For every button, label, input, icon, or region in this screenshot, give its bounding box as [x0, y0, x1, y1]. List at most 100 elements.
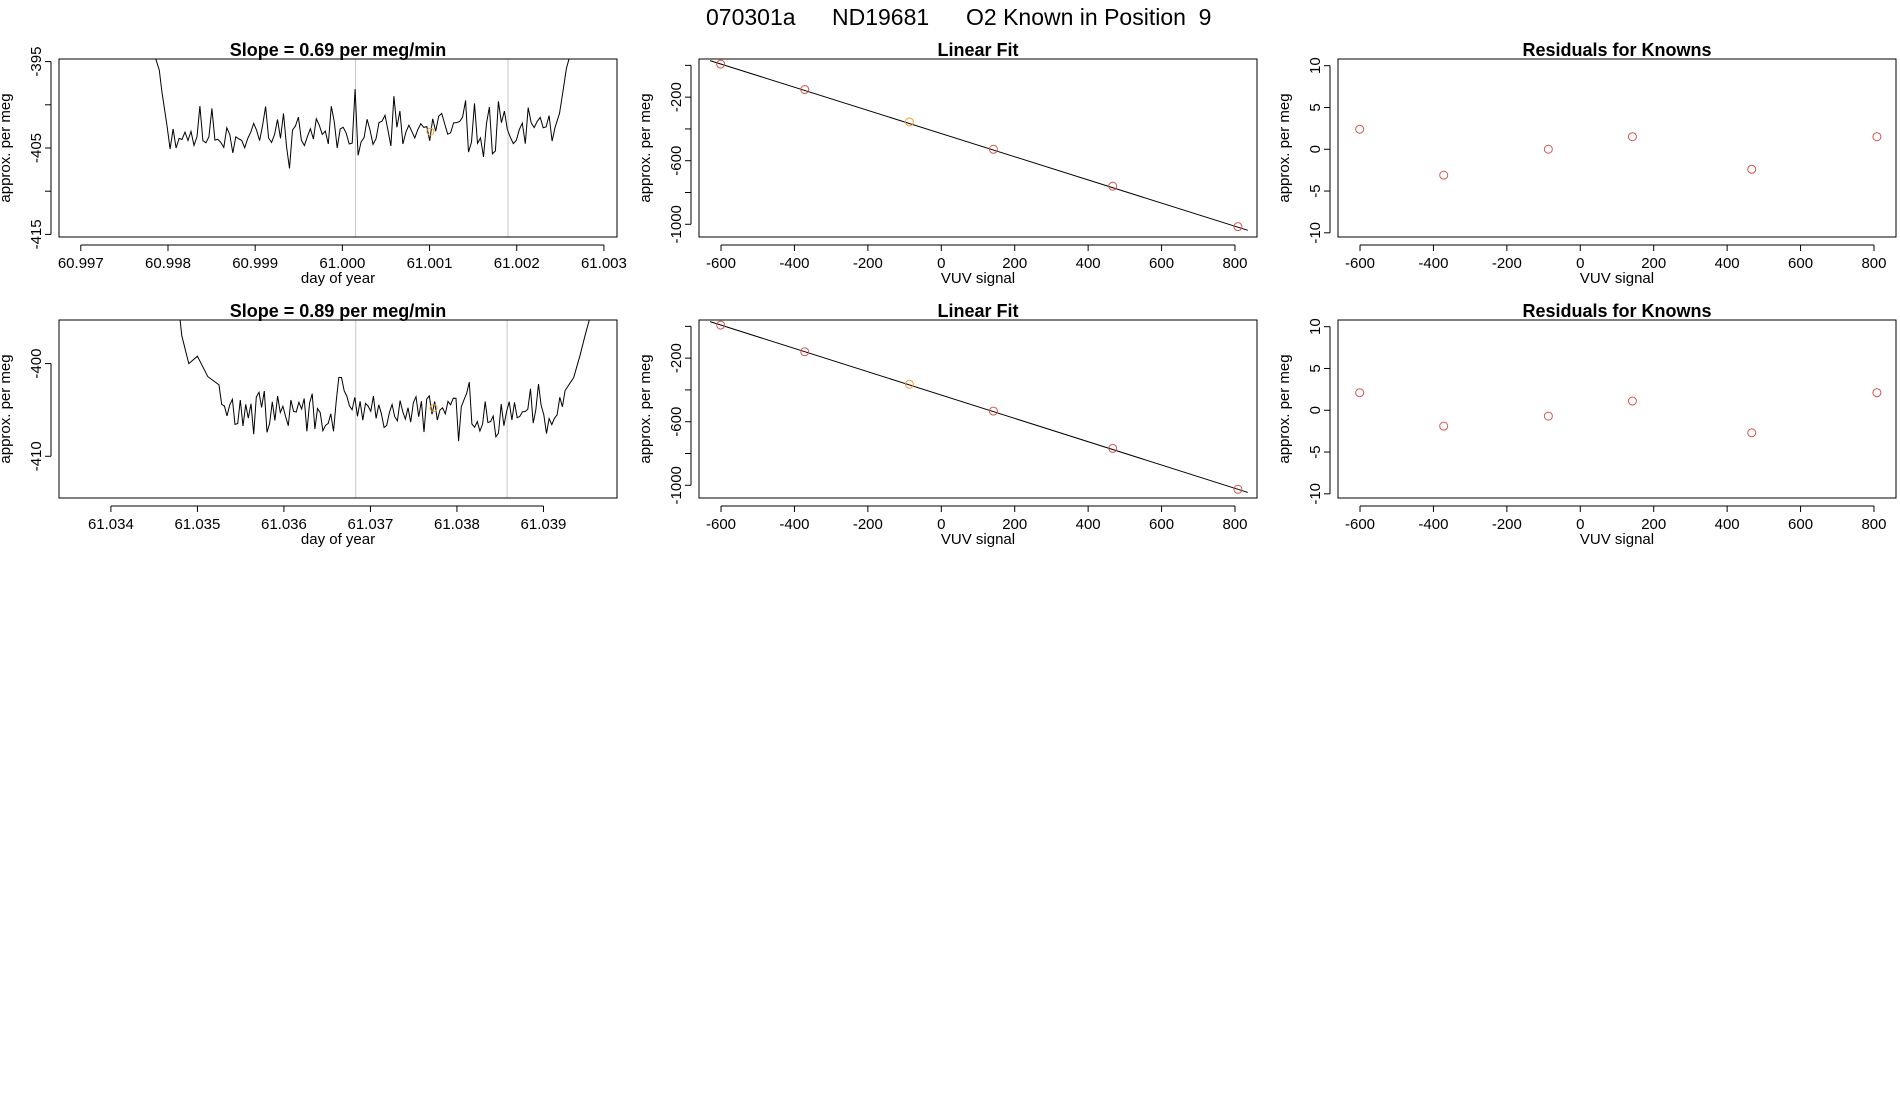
y-axis-label: approx. per meg — [0, 93, 14, 202]
x-axis-label: VUV signal — [941, 270, 1015, 287]
y-tick-label: 0 — [1307, 145, 1324, 153]
data-point — [1747, 428, 1757, 438]
plot-area — [709, 320, 1248, 494]
y-tick-label: 0 — [1307, 406, 1324, 414]
data-point — [800, 85, 810, 95]
suptitle-description: O2 Known in Position 9 — [966, 4, 1211, 30]
x-tick-label: 800 — [1861, 516, 1886, 533]
y-axis-label: approx. per meg — [1276, 354, 1293, 463]
trace-highlight-point — [429, 404, 438, 413]
data-point — [1355, 124, 1365, 134]
plot-area — [1355, 124, 1882, 180]
data-point — [1233, 222, 1243, 232]
data-point — [1627, 396, 1637, 406]
data-point-highlight — [904, 117, 914, 127]
data-point — [1439, 170, 1449, 180]
suptitle-run-id: 070301a — [706, 4, 796, 30]
x-tick-label: 400 — [1715, 516, 1740, 533]
panel-trace-1: Slope = 0.69 per meg/min 60.997 60.998 60.9… — [0, 40, 627, 287]
x-tick-label: 400 — [1076, 255, 1101, 272]
suptitle-tank-id: ND19681 — [832, 4, 929, 30]
x-tick-label: 61.035 — [174, 516, 220, 533]
data-point — [800, 347, 810, 357]
x-axis-label: day of year — [301, 270, 375, 287]
x-tick-label: 400 — [1076, 516, 1101, 533]
x-tick-label: 800 — [1861, 255, 1886, 272]
y-tick-label: 5 — [1307, 364, 1324, 372]
x-tick-label: -600 — [1345, 516, 1375, 533]
y-axis-label: approx. per meg — [637, 354, 654, 463]
y-tick-label: 10 — [1307, 57, 1324, 74]
y-tick-label: -10 — [1307, 483, 1324, 505]
y-tick-label: -600 — [668, 407, 685, 437]
data-point — [1439, 421, 1449, 431]
y-axis-label: approx. per meg — [637, 93, 654, 202]
panel-title: Residuals for Knowns — [1522, 40, 1711, 60]
x-tick-label: -600 — [706, 516, 736, 533]
x-tick-label: 61.038 — [434, 516, 480, 533]
data-point — [1233, 484, 1243, 494]
x-tick-label: -400 — [779, 516, 809, 533]
y-tick-label: -10 — [1307, 222, 1324, 244]
data-point — [1872, 132, 1882, 142]
y-tick-label: -410 — [28, 441, 45, 471]
x-tick-label: 0 — [937, 255, 945, 272]
x-tick-label: 61.002 — [494, 255, 540, 272]
plot-frame — [58, 319, 618, 499]
x-tick-label: 61.034 — [88, 516, 134, 533]
y-axis-label: approx. per meg — [1276, 93, 1293, 202]
x-tick-label: 200 — [1641, 255, 1666, 272]
panel-fit-1: Linear Fit -600 -400 -200 0 200 400 600 800 VUV s… — [637, 40, 1258, 287]
x-tick-label: 800 — [1222, 255, 1247, 272]
x-tick-label: -400 — [1418, 516, 1448, 533]
x-tick-label: 200 — [1641, 516, 1666, 533]
x-tick-label: 60.997 — [58, 255, 104, 272]
x-tick-label: -600 — [1345, 255, 1375, 272]
x-tick-label: 600 — [1149, 255, 1174, 272]
x-tick-label: 61.003 — [581, 255, 627, 272]
x-tick-label: 600 — [1149, 516, 1174, 533]
x-tick-label: -200 — [1492, 516, 1522, 533]
data-point — [1627, 132, 1637, 142]
panel-title: Linear Fit — [937, 40, 1018, 60]
data-point — [988, 144, 998, 154]
data-point — [716, 320, 726, 330]
data-point — [1543, 411, 1553, 421]
x-axis-label: VUV signal — [1580, 531, 1654, 548]
x-axis-label: VUV signal — [941, 531, 1015, 548]
y-tick-label: -415 — [28, 219, 45, 249]
panel-title: Linear Fit — [937, 301, 1018, 321]
panel-title: Slope = 0.69 per meg/min — [230, 40, 447, 60]
x-tick-label: 200 — [1002, 516, 1027, 533]
plot-area — [155, 59, 570, 237]
trace-line — [179, 320, 590, 442]
x-tick-label: -200 — [853, 516, 883, 533]
y-tick-label: -600 — [668, 146, 685, 176]
x-tick-label: -400 — [1418, 255, 1448, 272]
x-tick-label: 61.039 — [521, 516, 567, 533]
x-tick-label: 61.037 — [347, 516, 393, 533]
x-tick-label: -200 — [1492, 255, 1522, 272]
panels: Slope = 0.69 per meg/min 60.997 60.998 60.9… — [0, 40, 1897, 548]
data-point — [1543, 144, 1553, 154]
data-point — [1747, 164, 1757, 174]
data-point — [1355, 388, 1365, 398]
data-point-highlight — [904, 379, 914, 389]
y-tick-label: 5 — [1307, 103, 1324, 111]
fit-line — [709, 321, 1248, 493]
data-point — [1108, 443, 1118, 453]
y-tick-label: -400 — [28, 349, 45, 379]
y-tick-label: 10 — [1307, 318, 1324, 335]
data-point — [716, 59, 726, 69]
y-tick-label: -1000 — [668, 466, 685, 504]
x-tick-label: -600 — [706, 255, 736, 272]
x-tick-label: 600 — [1788, 516, 1813, 533]
x-tick-label: 0 — [1576, 516, 1584, 533]
x-tick-label: 61.036 — [261, 516, 307, 533]
data-point — [1108, 181, 1118, 191]
y-tick-label: -395 — [28, 47, 45, 77]
panel-resid-1: Residuals for Knowns -600 -400 -200 0 200 400 6… — [1276, 40, 1897, 287]
y-tick-label: -5 — [1307, 184, 1324, 197]
y-tick-label: -200 — [668, 82, 685, 112]
